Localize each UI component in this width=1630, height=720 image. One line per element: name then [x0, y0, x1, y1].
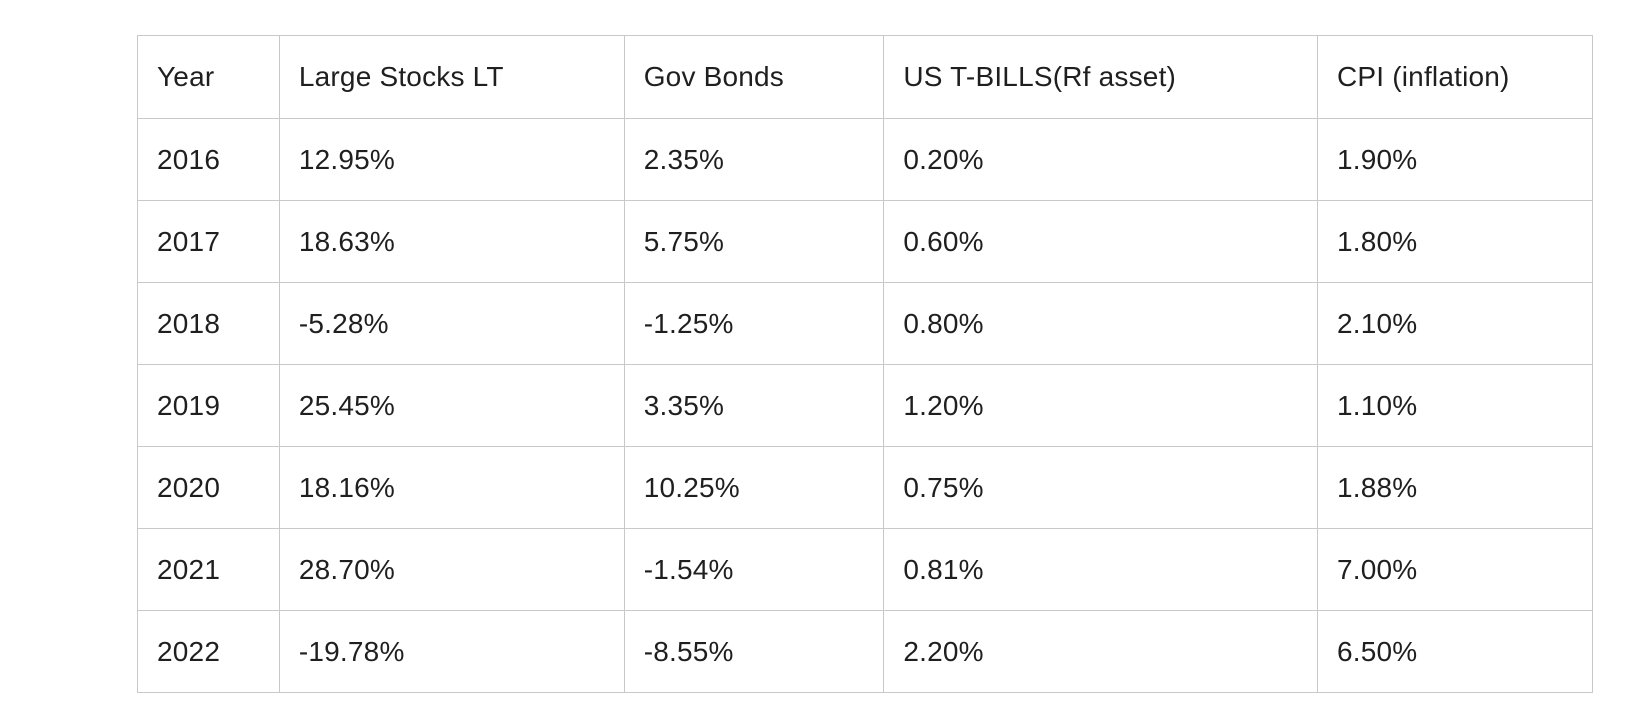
table-row: 2016 12.95% 2.35% 0.20% 1.90%: [137, 118, 1594, 201]
cell-cpi: 2.10%: [1316, 282, 1594, 365]
cell-large-stocks: 18.16%: [278, 446, 625, 529]
table-header-row: Year Large Stocks LT Gov Bonds US T-BILL…: [137, 35, 1594, 119]
cell-year: 2017: [137, 200, 280, 283]
table-row: 2021 28.70% -1.54% 0.81% 7.00%: [137, 528, 1594, 611]
cell-cpi: 1.88%: [1316, 446, 1594, 529]
cell-year: 2020: [137, 446, 280, 529]
cell-year: 2019: [137, 364, 280, 447]
column-header-year: Year: [137, 35, 280, 119]
cell-large-stocks: 28.70%: [278, 528, 625, 611]
cell-gov-bonds: 2.35%: [623, 118, 885, 201]
cell-gov-bonds: 10.25%: [623, 446, 885, 529]
cell-gov-bonds: -1.25%: [623, 282, 885, 365]
cell-cpi: 1.10%: [1316, 364, 1594, 447]
cell-cpi: 6.50%: [1316, 610, 1594, 693]
cell-large-stocks: -19.78%: [278, 610, 625, 693]
cell-gov-bonds: -8.55%: [623, 610, 885, 693]
cell-gov-bonds: 5.75%: [623, 200, 885, 283]
cell-gov-bonds: -1.54%: [623, 528, 885, 611]
column-header-cpi: CPI (inflation): [1316, 35, 1594, 119]
cell-tbills: 0.80%: [883, 282, 1318, 365]
cell-gov-bonds: 3.35%: [623, 364, 885, 447]
column-header-tbills: US T-BILLS(Rf asset): [883, 35, 1318, 119]
cell-year: 2018: [137, 282, 280, 365]
cell-year: 2021: [137, 528, 280, 611]
cell-tbills: 0.81%: [883, 528, 1318, 611]
annual-returns-table: Year Large Stocks LT Gov Bonds US T-BILL…: [137, 35, 1594, 693]
table-row: 2019 25.45% 3.35% 1.20% 1.10%: [137, 364, 1594, 447]
cell-tbills: 0.60%: [883, 200, 1318, 283]
cell-year: 2022: [137, 610, 280, 693]
cell-large-stocks: 12.95%: [278, 118, 625, 201]
cell-large-stocks: 25.45%: [278, 364, 625, 447]
cell-large-stocks: -5.28%: [278, 282, 625, 365]
table-row: 2018 -5.28% -1.25% 0.80% 2.10%: [137, 282, 1594, 365]
column-header-large-stocks: Large Stocks LT: [278, 35, 625, 119]
cell-tbills: 0.20%: [883, 118, 1318, 201]
table-row: 2017 18.63% 5.75% 0.60% 1.80%: [137, 200, 1594, 283]
cell-cpi: 1.80%: [1316, 200, 1594, 283]
cell-cpi: 1.90%: [1316, 118, 1594, 201]
cell-tbills: 2.20%: [883, 610, 1318, 693]
cell-cpi: 7.00%: [1316, 528, 1594, 611]
cell-year: 2016: [137, 118, 280, 201]
cell-tbills: 0.75%: [883, 446, 1318, 529]
cell-tbills: 1.20%: [883, 364, 1318, 447]
column-header-gov-bonds: Gov Bonds: [623, 35, 885, 119]
table-row: 2022 -19.78% -8.55% 2.20% 6.50%: [137, 610, 1594, 693]
cell-large-stocks: 18.63%: [278, 200, 625, 283]
table-row: 2020 18.16% 10.25% 0.75% 1.88%: [137, 446, 1594, 529]
